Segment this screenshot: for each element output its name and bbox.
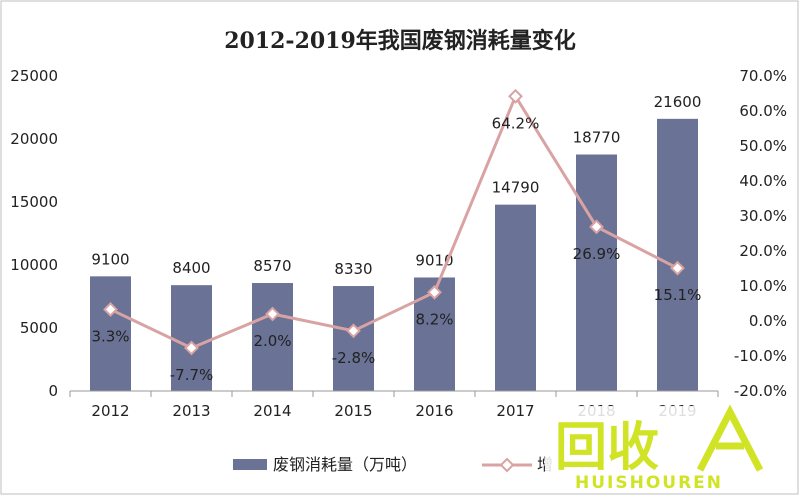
bar-label-2016: 9010 (415, 251, 453, 269)
watermark-arrow-icon (696, 404, 764, 472)
y-left-tick-label: 15000 (10, 193, 58, 211)
bar-label-2014: 8570 (253, 257, 291, 275)
y-right-tick-label: 40.0% (739, 172, 787, 190)
legend-line-marker-icon (499, 457, 515, 473)
bar-2019 (657, 118, 698, 391)
growth-rate-line (109, 93, 679, 350)
line-marker-2019 (670, 260, 685, 276)
y-left-tick-label: 20000 (10, 130, 58, 148)
bar-2013 (171, 285, 212, 391)
y-right-tick-label: 10.0% (739, 277, 787, 295)
bar-2014 (252, 283, 293, 391)
line-label-2015: -2.8% (332, 349, 376, 367)
line-marker-2016 (427, 284, 442, 300)
y-right-tick-label: -20.0% (734, 382, 787, 400)
legend-bar-label: 废钢消耗量（万吨） (273, 455, 417, 474)
y-axis-left-tick-labels: 0 5000 10000 15000 20000 25000 (10, 67, 58, 400)
line-marker-2012 (103, 302, 118, 317)
line-marker-2013 (184, 340, 199, 356)
y-right-tick-label: 0.0% (749, 312, 787, 330)
line-marker-2017 (508, 88, 523, 104)
line-label-2016: 8.2% (415, 310, 453, 328)
bar-2017 (495, 204, 536, 391)
y-right-tick-label: 70.0% (739, 67, 787, 85)
line-marker-2018 (589, 219, 604, 235)
line-label-2019: 15.1% (654, 286, 702, 304)
bar-label-2018: 18770 (573, 128, 621, 146)
x-tick-label-2014: 2014 (253, 402, 291, 420)
x-tick-label-2013: 2013 (172, 402, 210, 420)
bar-label-2017: 14790 (492, 179, 540, 197)
y-left-tick-label: 25000 (10, 67, 58, 85)
line-label-2012: 3.3% (91, 327, 129, 345)
y-left-tick-label: 0 (48, 382, 58, 400)
watermark-logo: 回收 HUISHOUREN (545, 404, 795, 493)
y-right-tick-label: 60.0% (739, 102, 787, 120)
bar-label-2013: 8400 (172, 259, 210, 277)
y-left-tick-label: 5000 (20, 319, 58, 337)
x-tick-label-2015: 2015 (334, 402, 372, 420)
y-right-tick-label: 20.0% (739, 242, 787, 260)
bar-label-2019: 21600 (654, 93, 702, 111)
line-data-labels: 3.3% -7.7% 2.0% -2.8% 8.2% 64.2% 26.9% 15.1% (91, 114, 701, 384)
x-tick-label-2017: 2017 (496, 402, 534, 420)
bar-label-2015: 8330 (334, 260, 372, 278)
y-right-tick-label: -10.0% (734, 347, 787, 365)
watermark-sub-text: HUISHOUREN (575, 473, 723, 493)
bar-2018 (576, 154, 617, 391)
line-label-2014: 2.0% (253, 332, 291, 350)
line-label-2017: 64.2% (492, 114, 540, 132)
bar-label-2012: 9100 (91, 250, 129, 268)
y-right-tick-label: 30.0% (739, 207, 787, 225)
bar-2012 (90, 276, 131, 391)
legend-bar-swatch (233, 459, 267, 470)
line-marker-2014 (265, 306, 280, 322)
bar-series (90, 118, 698, 391)
x-tick-label-2016: 2016 (415, 402, 453, 420)
bar-data-labels: 9100 8400 8570 8330 9010 14790 18770 21600 (91, 93, 701, 278)
line-marker-2015 (346, 323, 361, 339)
chart-title: 2012-2019年我国废钢消耗量变化 (224, 28, 576, 54)
x-tick-label-2012: 2012 (91, 402, 129, 420)
watermark-backdrop (545, 406, 795, 490)
watermark-main-text: 回收 (555, 418, 659, 478)
line-markers (103, 88, 685, 356)
y-right-tick-label: 50.0% (739, 137, 787, 155)
line-label-2018: 26.9% (573, 245, 621, 263)
bar-2015 (333, 286, 374, 391)
y-left-tick-label: 10000 (10, 256, 58, 274)
line-label-2013: -7.7% (170, 366, 214, 384)
y-axis-right-tick-labels: -20.0% -10.0% 0.0% 10.0% 20.0% 30.0% 40.0% 50.0… (734, 67, 787, 400)
